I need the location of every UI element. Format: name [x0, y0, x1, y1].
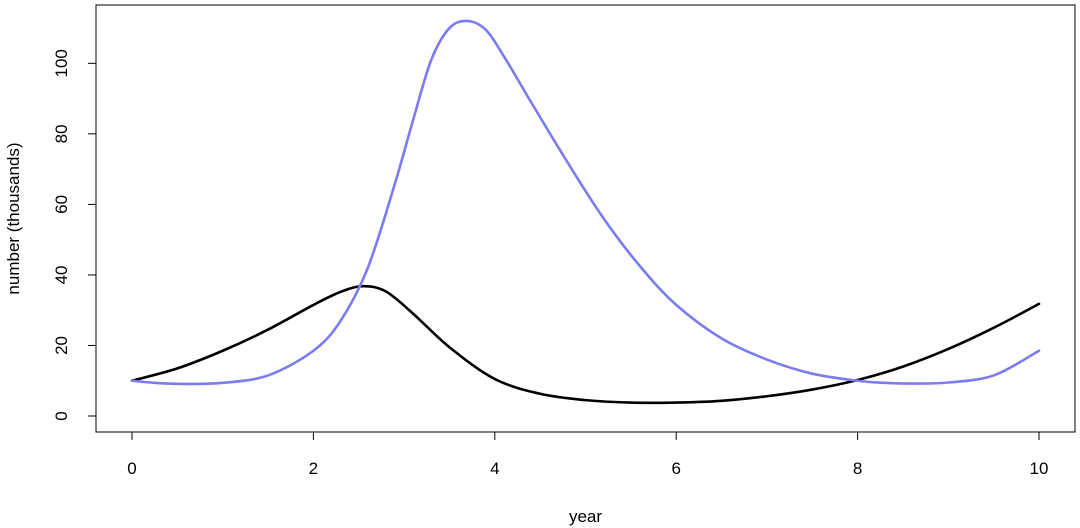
x-axis-title: year: [569, 507, 602, 526]
x-axis: 0 2 4 6 8 10: [127, 431, 1049, 478]
x-tick-label: 8: [853, 459, 862, 478]
x-tick-label: 2: [309, 459, 318, 478]
y-tick-label: 100: [52, 49, 71, 77]
y-axis-title: number (thousands): [4, 142, 23, 294]
series-layer: [130, 19, 1041, 405]
y-tick-label: 40: [52, 265, 71, 284]
y-tick-label: 60: [52, 195, 71, 214]
x-tick-label: 0: [127, 459, 136, 478]
series-line-1: [130, 284, 1041, 405]
x-tick-label: 6: [671, 459, 680, 478]
y-tick-label: 0: [52, 411, 71, 420]
series-line-2: [130, 19, 1041, 386]
x-tick-label: 10: [1030, 459, 1049, 478]
y-tick-label: 20: [52, 336, 71, 355]
x-tick-label: 4: [490, 459, 499, 478]
y-tick-label: 80: [52, 124, 71, 143]
y-axis: 0 20 40 60 80 100: [52, 49, 97, 421]
plot-frame: [95, 4, 1076, 433]
